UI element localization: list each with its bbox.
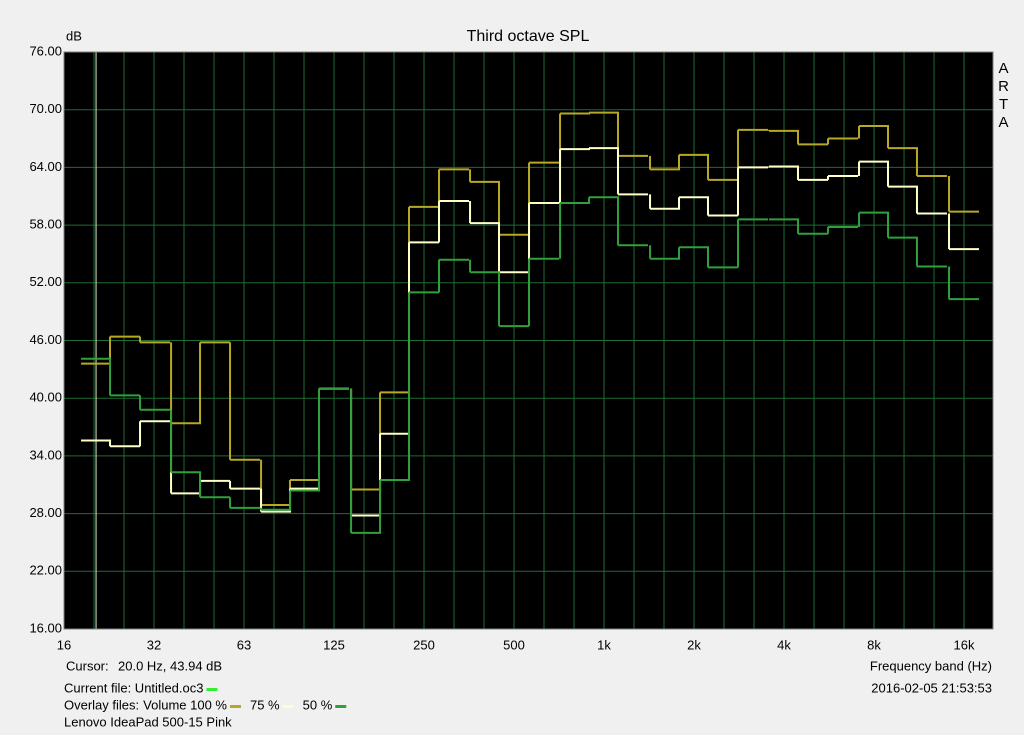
x-tick-label: 125 xyxy=(323,637,345,652)
x-tick-label: 2k xyxy=(687,637,701,652)
x-tick-label: 16k xyxy=(954,637,975,652)
x-tick-label: 32 xyxy=(147,637,161,652)
x-tick-label: 8k xyxy=(867,637,881,652)
cursor-text: 20.0 Hz, 43.94 dB xyxy=(118,658,222,673)
x-tick-label: 250 xyxy=(413,637,435,652)
y-tick-label: 40.00 xyxy=(29,390,62,405)
cursor-label: Cursor: xyxy=(66,658,109,673)
legend-label: 50 % xyxy=(303,697,333,712)
y-tick-label: 28.00 xyxy=(29,505,62,520)
plot-border xyxy=(63,51,994,630)
y-tick-label: 58.00 xyxy=(29,217,62,232)
y-tick-label: 52.00 xyxy=(29,274,62,289)
current-file: Current file: Untitled.oc3 xyxy=(64,680,203,695)
y-tick-label: 64.00 xyxy=(29,159,62,174)
x-tick-label: 63 xyxy=(237,637,251,652)
y-tick-label: 34.00 xyxy=(29,447,62,462)
x-tick-label: 4k xyxy=(777,637,791,652)
y-tick-label: 16.00 xyxy=(29,620,62,635)
y-tick-label: 46.00 xyxy=(29,332,62,347)
x-tick-label: 500 xyxy=(503,637,525,652)
note: Lenovo IdeaPad 500-15 Pink xyxy=(64,714,232,729)
legend-label: 75 % xyxy=(250,697,280,712)
x-tick-label: 1k xyxy=(597,637,611,652)
current-file-swatch xyxy=(206,688,218,691)
x-axis-label: Frequency band (Hz) xyxy=(870,658,992,673)
y-axis-label: dB xyxy=(66,28,82,43)
y-tick-label: 22.00 xyxy=(29,563,62,578)
x-tick-label: 16 xyxy=(57,637,71,652)
legend-swatch xyxy=(335,705,347,708)
watermark: ARTA xyxy=(995,60,1012,132)
y-tick-label: 70.00 xyxy=(29,101,62,116)
date: 2016-02-05 21:53:53 xyxy=(871,680,992,695)
y-tick-label: 76.00 xyxy=(29,43,62,58)
legend-label: Volume 100 % xyxy=(143,697,227,712)
legend-swatch xyxy=(282,705,294,708)
legend-swatch xyxy=(229,705,241,708)
chart-title: Third octave SPL xyxy=(467,28,590,45)
overlay-label: Overlay files: xyxy=(64,697,139,712)
